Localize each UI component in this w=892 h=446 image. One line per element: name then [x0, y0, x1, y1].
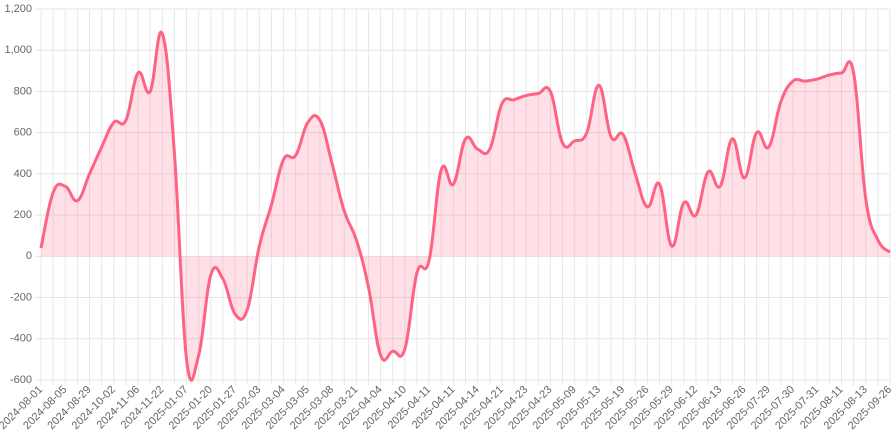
area: [41, 32, 890, 381]
y-tick-label: 800: [14, 85, 32, 97]
y-tick-label: 1,200: [4, 3, 32, 15]
y-tick-label: 1,000: [4, 44, 32, 56]
line: [39, 30, 892, 382]
y-tick-label: 600: [14, 127, 32, 139]
y-tick-label: 200: [14, 209, 32, 221]
y-tick-label: 400: [14, 168, 32, 180]
y-tick-label: -200: [10, 291, 32, 303]
y-tick-label: -400: [10, 333, 32, 345]
y-tick-label: 0: [26, 250, 32, 262]
y-tick-label: -600: [10, 374, 32, 386]
